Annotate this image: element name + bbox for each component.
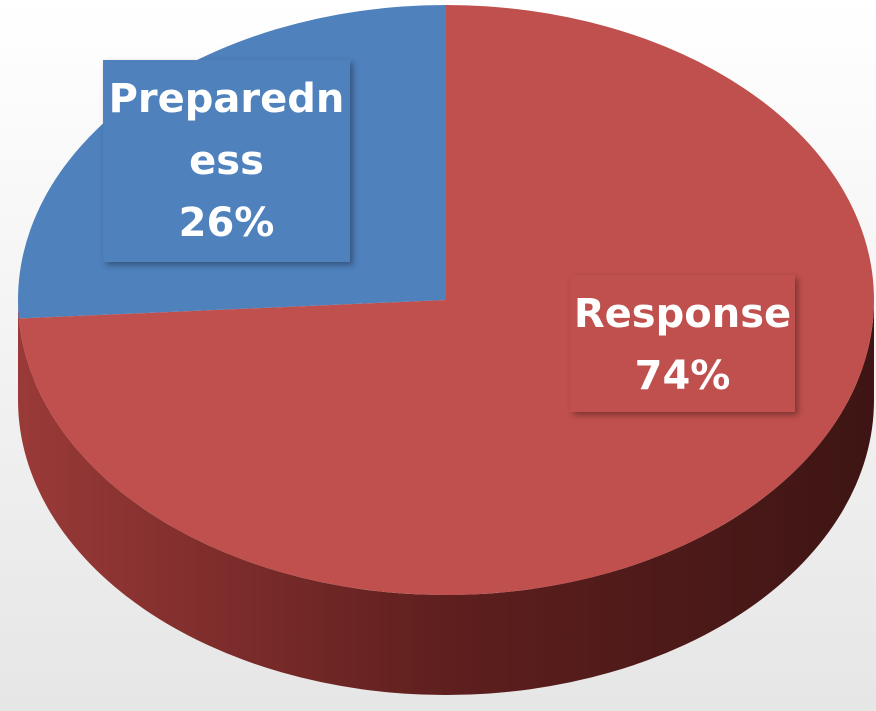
data-label: Preparedness 26% xyxy=(103,60,350,262)
value-label: 26% xyxy=(178,200,275,246)
value-label: 74% xyxy=(634,353,731,399)
category-label: Preparedness xyxy=(108,76,345,184)
pie-side xyxy=(18,300,874,695)
data-label: Response 74% xyxy=(570,275,795,412)
pie-slice xyxy=(18,5,875,596)
category-label: Response xyxy=(573,291,792,337)
